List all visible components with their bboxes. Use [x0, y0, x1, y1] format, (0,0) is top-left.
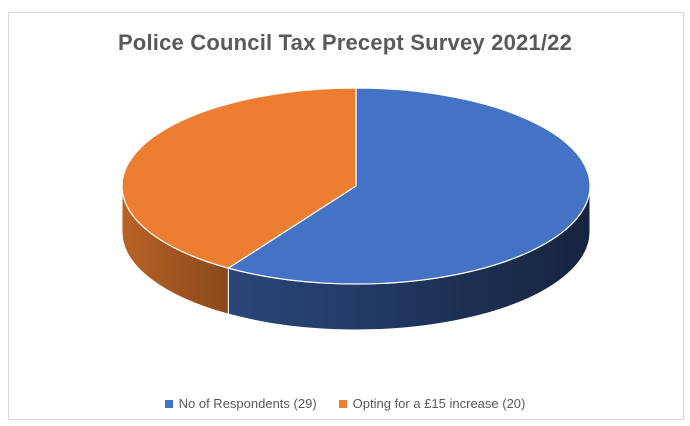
- chart-title: Police Council Tax Precept Survey 2021/2…: [117, 30, 573, 55]
- legend-swatch-respondents: [164, 399, 173, 408]
- pie-slice-respondents: [227, 87, 591, 285]
- legend-label-increase: Opting for a £15 increase (20): [352, 396, 526, 411]
- legend-item-increase: Opting for a £15 increase (20): [338, 396, 526, 411]
- legend-label-respondents: No of Respondents (29): [178, 396, 317, 411]
- pie-slice-increase: [121, 87, 357, 269]
- legend-swatch-increase: [338, 399, 347, 408]
- legend: No of Respondents (29) Opting for a £15 …: [0, 396, 690, 411]
- legend-item-respondents: No of Respondents (29): [164, 396, 317, 411]
